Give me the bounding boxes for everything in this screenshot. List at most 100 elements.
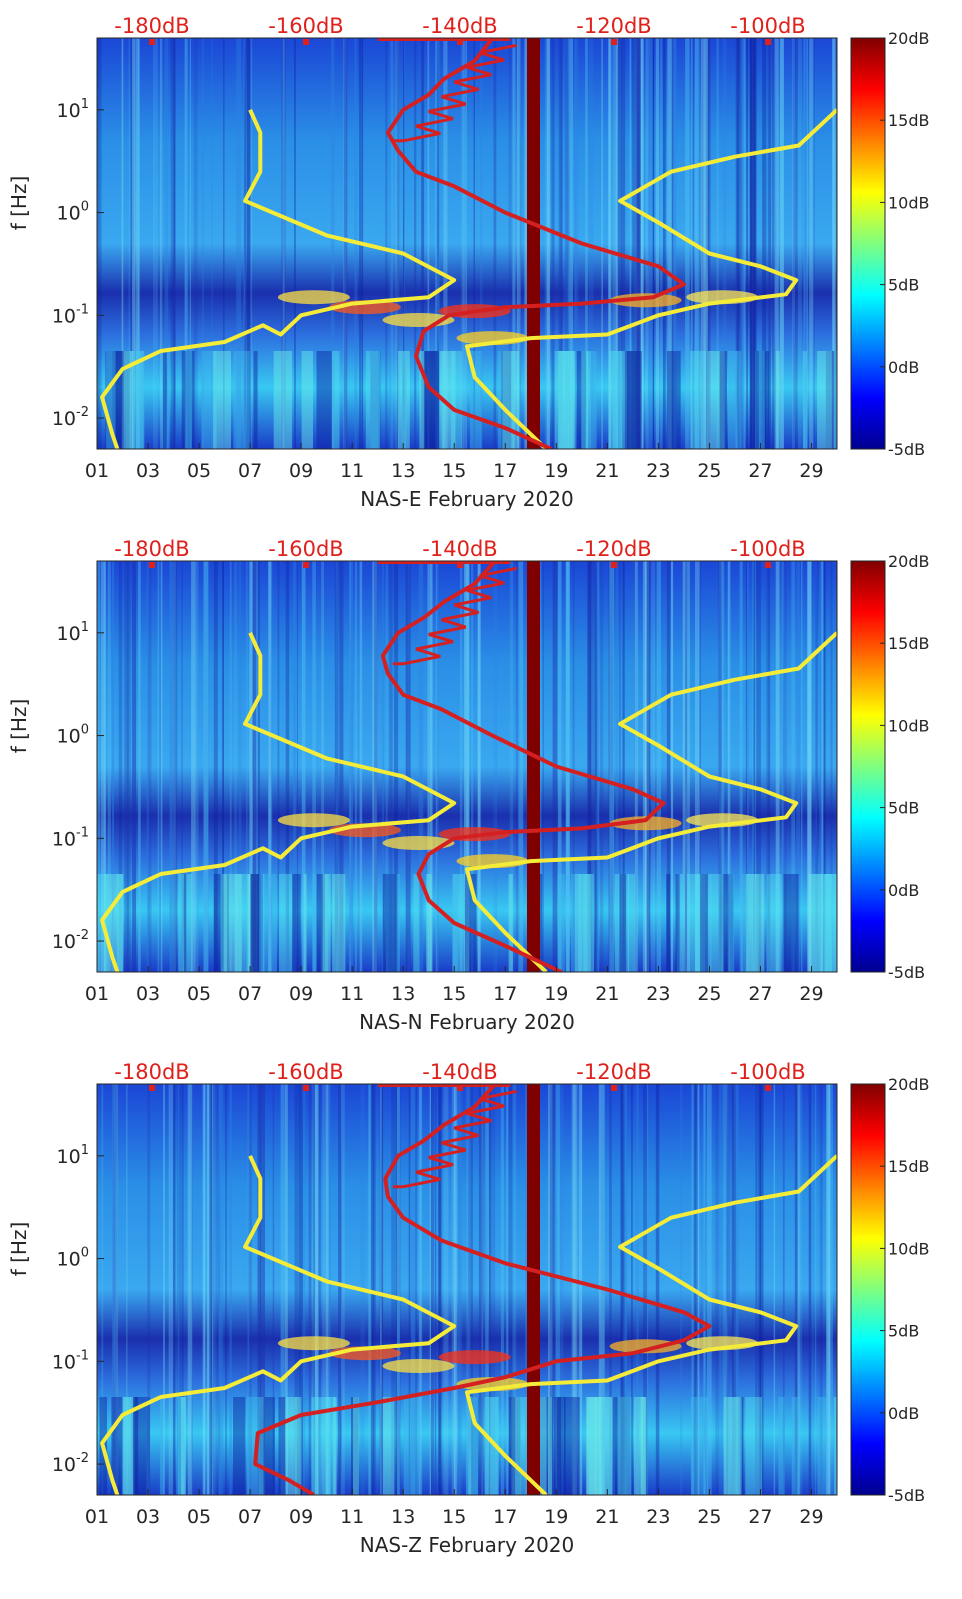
spectrogram-stripe	[368, 1084, 372, 1495]
y-tick-label: 101	[57, 1143, 89, 1168]
spectrogram-stripe	[759, 1084, 764, 1495]
spectrogram-stripe	[814, 1084, 817, 1495]
data-gap-bar	[527, 561, 540, 972]
yellow-noise-model-line-2	[465, 1154, 837, 1495]
spectrogram-stripe	[699, 561, 701, 972]
spectrogram-stripe	[443, 1084, 449, 1495]
microseism-peak	[277, 290, 350, 305]
low-frequency-block	[370, 351, 381, 449]
spectrogram-stripe	[331, 38, 335, 449]
y-axis-label: f [Hz]	[7, 176, 31, 231]
spectrogram-stripe	[113, 1084, 118, 1495]
spectrogram-stripe	[234, 561, 238, 972]
spectrogram-stripe	[480, 38, 483, 449]
spectrogram-stripe	[775, 561, 780, 972]
spectrogram-stripe	[251, 561, 257, 972]
spectrogram-stripe	[394, 38, 400, 449]
red-psd-fluctuation	[393, 566, 518, 666]
spectrogram-stripe	[268, 561, 272, 972]
spectrogram-stripe	[148, 561, 152, 972]
spectrogram-stripe	[671, 38, 674, 449]
spectrogram-stripe	[671, 561, 674, 972]
spectrogram-background	[97, 38, 837, 449]
db-scale-label: -160dB	[268, 537, 343, 561]
spectrogram-stripe	[700, 38, 704, 449]
spectrogram-stripe	[685, 38, 690, 449]
spectrogram-stripe	[454, 1084, 456, 1495]
spectrogram-stripe	[791, 561, 796, 972]
spectrogram-stripe	[766, 561, 771, 972]
spectrogram-stripe	[419, 1084, 422, 1495]
spectrogram-stripe	[177, 1084, 179, 1495]
spectrogram-stripe	[111, 1084, 116, 1495]
low-frequency-block	[353, 1397, 359, 1495]
low-frequency-block	[146, 1397, 150, 1495]
spectrogram-stripe	[438, 1084, 442, 1495]
low-frequency-block	[619, 874, 627, 972]
spectrogram-stripe	[246, 38, 251, 449]
low-frequency-block	[403, 1397, 420, 1495]
low-frequency-block	[286, 1397, 297, 1495]
x-tick-label: 01	[85, 1506, 109, 1528]
spectrogram-stripe	[622, 561, 625, 972]
x-tick-label: 17	[493, 1506, 517, 1528]
spectrogram-stripe	[380, 1084, 384, 1495]
db-scale-label: -100dB	[730, 1060, 805, 1084]
spectrogram-stripe	[515, 561, 520, 972]
spectrogram-stripe	[321, 561, 324, 972]
spectrogram-stripe	[173, 38, 176, 449]
spectrogram-stripe	[301, 561, 306, 972]
low-frequency-block	[766, 874, 782, 972]
spectrogram-stripe	[340, 1084, 343, 1495]
low-frequency-block	[385, 874, 400, 972]
spectrogram-stripe	[203, 561, 209, 972]
microseism-peak	[609, 293, 682, 308]
low-frequency-block	[574, 874, 583, 972]
x-tick-label: 09	[289, 460, 313, 482]
spectrogram-stripe	[489, 1084, 491, 1495]
spectrogram-stripe	[370, 1084, 374, 1495]
low-frequency-block	[176, 1397, 186, 1495]
low-frequency-block	[116, 874, 124, 972]
yellow-noise-model-line	[100, 108, 457, 449]
spectrogram-image	[97, 38, 837, 449]
low-frequency-block	[617, 1397, 632, 1495]
spectrogram-stripe	[238, 561, 242, 972]
spectrogram-stripe	[801, 561, 803, 972]
low-frequency-block	[719, 351, 727, 449]
x-tick-label: 15	[442, 983, 466, 1005]
spectrogram-stripe	[430, 561, 433, 972]
spectrogram-stripe	[421, 38, 425, 449]
low-frequency-block	[316, 1397, 336, 1495]
low-frequency-block	[817, 351, 832, 449]
spectrogram-stripe	[294, 38, 296, 449]
spectrogram-stripe	[830, 561, 833, 972]
spectrogram-stripe	[655, 38, 659, 449]
low-frequency-block	[201, 351, 217, 449]
db-scale-label: -100dB	[730, 14, 805, 38]
spectrogram-stripe	[685, 561, 688, 972]
spectrogram-stripe	[204, 561, 209, 972]
low-frequency-block	[484, 1397, 499, 1495]
spectrogram-stripe	[285, 561, 290, 972]
low-frequency-block	[595, 1397, 613, 1495]
spectrogram-stripe	[157, 561, 159, 972]
low-frequency-block	[817, 1397, 828, 1495]
spectrogram-stripe	[587, 561, 592, 972]
low-frequency-block	[676, 874, 683, 972]
spectrogram-stripe	[98, 38, 100, 449]
low-frequency-block	[690, 1397, 709, 1495]
low-frequency-block	[247, 874, 253, 972]
spectrogram-stripe	[438, 1084, 441, 1495]
spectrogram-stripe	[797, 1084, 803, 1495]
spectrogram-stripe	[211, 38, 213, 449]
spectrogram-stripe	[755, 1084, 758, 1495]
colorbar-label: 10dB	[888, 716, 930, 735]
low-frequency-block	[111, 1397, 124, 1495]
low-frequency-block	[515, 1397, 529, 1495]
x-tick-label: 07	[238, 983, 262, 1005]
db-scale-marker	[149, 1085, 155, 1091]
low-frequency-block	[727, 1397, 741, 1495]
spectrogram-stripe	[694, 38, 700, 449]
spectrogram-stripe	[312, 1084, 316, 1495]
